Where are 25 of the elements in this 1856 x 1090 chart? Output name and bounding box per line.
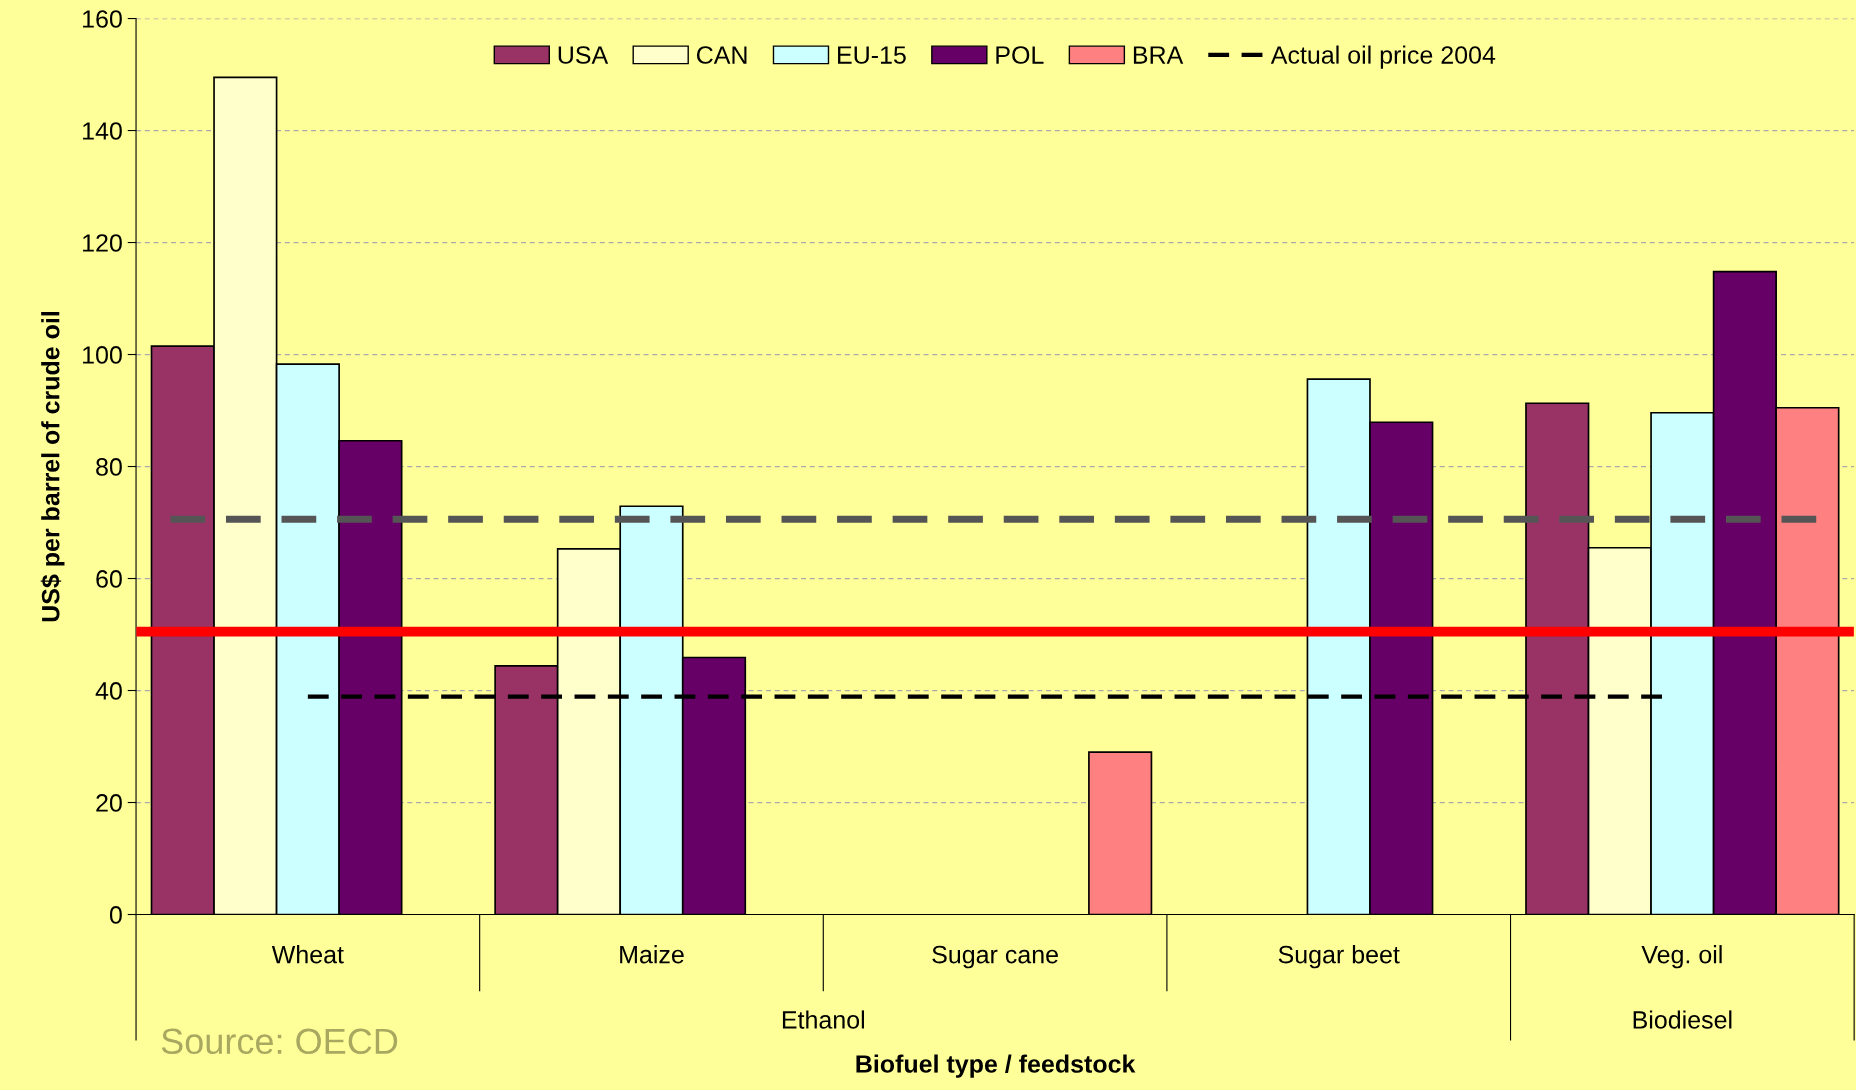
x-axis-title: Biofuel type / feedstock bbox=[856, 1054, 1136, 1078]
y-tick-label: 60 bbox=[96, 570, 122, 588]
x-tick-label: Sugar cane bbox=[932, 945, 1058, 969]
text: Ethanol bbox=[782, 1010, 865, 1029]
x-tick-label: Sugar beet bbox=[1278, 945, 1400, 969]
y-tick-label: 160 bbox=[83, 10, 122, 28]
y-tick-label: 80 bbox=[96, 458, 122, 476]
x-tick-label: Veg. oil bbox=[1641, 945, 1722, 969]
y-tick-label: 140 bbox=[83, 122, 122, 140]
x-tick-label: Wheat bbox=[271, 945, 344, 964]
y-tick-label: 0 bbox=[109, 906, 122, 924]
legend-label: USA bbox=[558, 46, 609, 64]
y-tick-label: 100 bbox=[83, 346, 122, 364]
legend-label: EU-15 bbox=[838, 46, 906, 64]
legend-label: BRA bbox=[1133, 46, 1184, 64]
legend-label: Actual oil price 2004 bbox=[1270, 45, 1496, 69]
y-tick-label: 40 bbox=[95, 682, 122, 700]
source-note: Source: OECD bbox=[161, 1028, 398, 1055]
legend-label: CAN bbox=[696, 46, 747, 64]
legend-label: POL bbox=[996, 46, 1044, 64]
y-tick-label: 20 bbox=[96, 794, 122, 812]
y-axis-title: US$ per barrel of crude oil bbox=[40, 311, 65, 622]
y-tick-label: 120 bbox=[83, 234, 122, 252]
text: Biodiesel bbox=[1633, 1010, 1732, 1029]
x-tick-label: Maize bbox=[620, 945, 684, 964]
